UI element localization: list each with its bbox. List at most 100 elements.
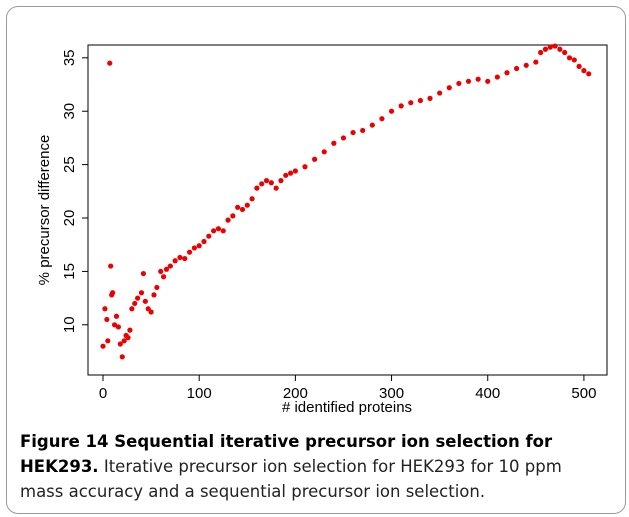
point [408,100,414,106]
point [571,57,577,63]
point [151,292,157,298]
point [206,233,212,239]
point [485,78,491,84]
y-tick-label: 10 [61,316,78,333]
point [321,149,327,155]
point [140,270,147,277]
caption-text: Iterative precursor ion selection for HE… [20,457,562,501]
point [566,55,573,61]
point [211,228,217,234]
point [108,263,114,269]
point [230,213,236,219]
point [220,228,226,234]
figure-frame [6,6,626,514]
chart: # identified proteins % precursor differ… [36,43,608,416]
point [513,65,520,72]
point [576,63,582,69]
point [115,324,121,330]
point [117,341,123,347]
point [172,258,178,264]
point [177,254,183,261]
x-tick-label: 400 [475,385,500,402]
point [287,170,294,176]
point [465,78,472,84]
point [398,103,404,109]
point [263,178,270,184]
point [388,108,395,114]
point [244,202,250,208]
x-tick-label: 500 [571,385,596,402]
y-axis-label: % precursor difference [36,135,53,286]
x-tick-label: 100 [187,385,212,402]
point [494,74,500,80]
point [557,46,563,52]
x-tick-label: 200 [283,385,308,402]
point [239,206,246,213]
x-tick-label: 0 [99,385,107,402]
point [107,60,113,66]
point [586,71,592,77]
point [121,338,127,344]
point [446,85,452,91]
point [350,129,356,136]
point [562,49,568,56]
point [142,298,148,304]
point [340,135,347,141]
point [148,309,154,315]
point [292,168,298,174]
point [538,49,544,56]
point [158,268,164,275]
point [533,59,539,65]
point [201,238,207,245]
point [127,327,133,333]
point [129,306,135,312]
point [456,80,462,87]
point [542,46,549,52]
point [135,295,141,301]
point [167,263,173,269]
point [302,164,308,170]
y-tick-label: 15 [61,263,78,280]
y-tick-label: 25 [61,156,78,173]
point [312,156,318,162]
point [249,196,255,202]
point [102,306,108,312]
point [259,181,265,187]
point [225,217,231,223]
y-tick-label: 20 [61,210,78,227]
point [182,255,188,262]
point [254,185,260,191]
point [523,62,529,68]
point [475,76,481,82]
point [215,226,222,232]
point [100,343,106,349]
plot-box [87,44,608,376]
point [154,284,160,291]
point [360,127,366,134]
caption-label: Figure 14 Sequential iterative precursor… [20,432,553,476]
point [268,180,274,186]
point [437,90,443,96]
point [160,274,167,280]
point [278,178,284,184]
point [581,68,587,74]
point [105,338,111,344]
point [196,243,202,249]
point [417,97,424,104]
point [283,172,289,178]
point [191,245,197,251]
point [369,122,375,128]
point [427,95,433,101]
x-tick-label: 300 [379,385,404,402]
caption: Figure 14 Sequential iterative precursor… [20,429,610,504]
point [552,43,558,49]
point [104,316,110,323]
point [138,290,145,296]
point [110,290,116,296]
point [379,116,385,122]
x-axis-label: # identified proteins [282,399,412,416]
point [235,204,241,210]
point [331,140,337,146]
point [547,44,553,50]
